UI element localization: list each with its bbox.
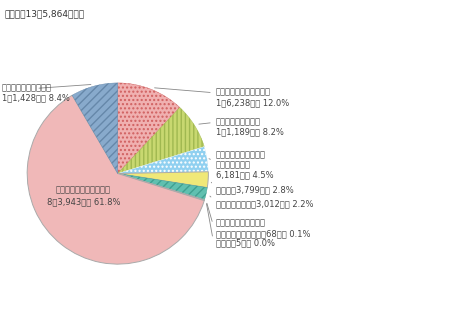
Text: 放送業　5億円 0.0%: 放送業 5億円 0.0%: [216, 239, 275, 248]
Text: 電子部品・デバイス・: 電子部品・デバイス・: [216, 150, 265, 159]
Text: 通信業　3,799億円 2.8%: 通信業 3,799億円 2.8%: [216, 185, 294, 194]
Text: 1兆1,189億円 8.2%: 1兆1,189億円 8.2%: [216, 128, 284, 137]
Text: 6,181億円 4.5%: 6,181億円 4.5%: [216, 171, 273, 180]
Text: （企業：13兆5,864億円）: （企業：13兆5,864億円）: [5, 10, 85, 19]
Text: 電子回路製造業: 電子回路製造業: [216, 161, 251, 169]
Text: 電気機械器具製造業: 電気機械器具製造業: [216, 117, 260, 126]
Wedge shape: [118, 147, 208, 174]
Wedge shape: [118, 174, 204, 200]
Wedge shape: [72, 83, 118, 174]
Text: 情報通信機械器具製造業: 情報通信機械器具製造業: [216, 87, 270, 97]
Wedge shape: [118, 83, 180, 174]
Wedge shape: [118, 108, 204, 174]
Wedge shape: [118, 174, 207, 200]
Text: インターネット附随・: インターネット附随・: [216, 219, 265, 228]
Text: その他の情報通信業　68億円 0.1%: その他の情報通信業 68億円 0.1%: [216, 229, 310, 238]
Text: 1兆1,428億円 8.4%: 1兆1,428億円 8.4%: [2, 93, 70, 102]
Wedge shape: [118, 174, 204, 201]
Text: 情報サービス業　3,012億円 2.2%: 情報サービス業 3,012億円 2.2%: [216, 199, 313, 208]
Text: その他の産業（合計）: その他の産業（合計）: [2, 83, 52, 92]
Wedge shape: [118, 172, 208, 188]
Text: 1兆6,238億円 12.0%: 1兆6,238億円 12.0%: [216, 98, 289, 107]
Text: その他の製造業（合計）
8兆3,943億円 61.8%: その他の製造業（合計） 8兆3,943億円 61.8%: [47, 186, 120, 207]
Wedge shape: [27, 95, 204, 264]
